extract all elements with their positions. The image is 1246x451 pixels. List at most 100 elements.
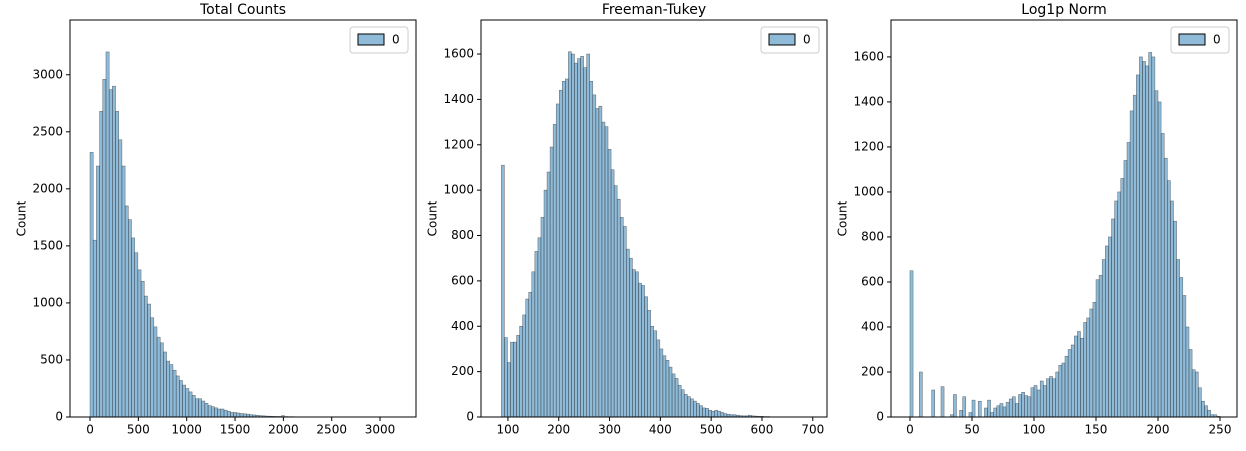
bar [1163, 157, 1168, 418]
bar [540, 217, 545, 418]
y-tick-label: 1600 [853, 49, 884, 63]
bar [1061, 362, 1066, 418]
bar [239, 413, 244, 418]
bar [236, 412, 241, 418]
x-tick-label: 300 [598, 423, 621, 437]
bar [134, 252, 139, 418]
bar [1148, 52, 1153, 418]
x-tick-label: 1500 [220, 423, 251, 437]
axes: 100 200 300 400 500 600 700 0 200 400 600 800 1000 12… [426, 2, 828, 437]
bar [1027, 396, 1032, 418]
y-tick-label: 800 [451, 228, 474, 242]
bar [150, 317, 155, 418]
bar [214, 407, 218, 418]
bar [1046, 378, 1050, 418]
y-tick-label: 1200 [853, 139, 884, 153]
bar [182, 384, 186, 418]
y-tick-label: 200 [451, 364, 474, 378]
bar [546, 171, 551, 418]
bar [909, 270, 914, 418]
bar [534, 251, 539, 418]
bar [128, 219, 132, 418]
bar [201, 400, 206, 418]
bar [592, 94, 597, 418]
bar [1012, 396, 1016, 418]
bar [552, 124, 557, 418]
bar [89, 152, 94, 418]
bar [604, 126, 609, 418]
bar [571, 53, 575, 418]
bar [583, 67, 587, 418]
y-tick-label: 400 [451, 319, 474, 333]
bar [1114, 200, 1118, 418]
bar [118, 139, 123, 418]
y-tick-label: 600 [861, 274, 884, 288]
bar [565, 78, 569, 418]
legend-label: 0 [392, 33, 400, 47]
bar [198, 398, 202, 418]
bar [1126, 142, 1131, 418]
bar [1024, 395, 1029, 418]
bar [1142, 61, 1146, 418]
x-tick-label: 2500 [316, 423, 347, 437]
bar [1182, 295, 1187, 418]
x-tick-label: 2000 [268, 423, 299, 437]
x-tick-label: 50 [964, 423, 979, 437]
bar [156, 336, 161, 418]
bar [993, 407, 998, 418]
bar [953, 394, 957, 418]
bar [519, 326, 523, 418]
x-tick-label: 200 [547, 423, 570, 437]
bar [708, 409, 712, 418]
bar [549, 146, 554, 418]
bar [665, 360, 670, 418]
bar [108, 89, 113, 418]
y-tick-label: 1400 [853, 94, 884, 108]
bar [1092, 301, 1097, 418]
bar [674, 378, 679, 418]
bar [131, 237, 135, 418]
axes: 0 50 100 150 200 250 0 200 400 600 800 1000 1200 1400… [836, 2, 1238, 437]
bar [1039, 380, 1044, 418]
bar [693, 400, 697, 418]
bar [659, 348, 664, 418]
bar [1129, 110, 1134, 418]
bar [1136, 74, 1140, 418]
bar [1170, 200, 1174, 418]
x-tick-label: 500 [700, 423, 723, 437]
bar [984, 407, 988, 418]
bar [1083, 322, 1087, 418]
y-tick-label: 2000 [32, 181, 63, 195]
bar [987, 399, 991, 418]
axes-frame [480, 19, 828, 418]
bar [105, 51, 110, 418]
bar [668, 366, 673, 418]
bar [1089, 308, 1094, 418]
bar [96, 165, 100, 418]
bar [124, 205, 129, 418]
bar [501, 164, 505, 418]
bar [1191, 369, 1196, 418]
bar [650, 326, 654, 418]
bar [191, 395, 196, 418]
bar [1105, 245, 1109, 418]
bar [112, 85, 116, 418]
bar [641, 285, 645, 418]
bar [1132, 94, 1137, 418]
bar [528, 291, 533, 418]
bar [638, 282, 642, 418]
bar [1167, 180, 1171, 418]
bar [1201, 400, 1205, 418]
bar [1198, 387, 1202, 418]
bar [1123, 160, 1128, 418]
bar [931, 389, 936, 418]
bar [610, 169, 615, 418]
bar [647, 310, 651, 418]
bar [525, 298, 530, 418]
y-tick-label: 3000 [32, 67, 63, 81]
bar [662, 355, 667, 418]
y-tick-label: 800 [861, 229, 884, 243]
bar [1033, 385, 1038, 418]
x-tick-label: 600 [751, 423, 774, 437]
bar [1160, 133, 1165, 418]
